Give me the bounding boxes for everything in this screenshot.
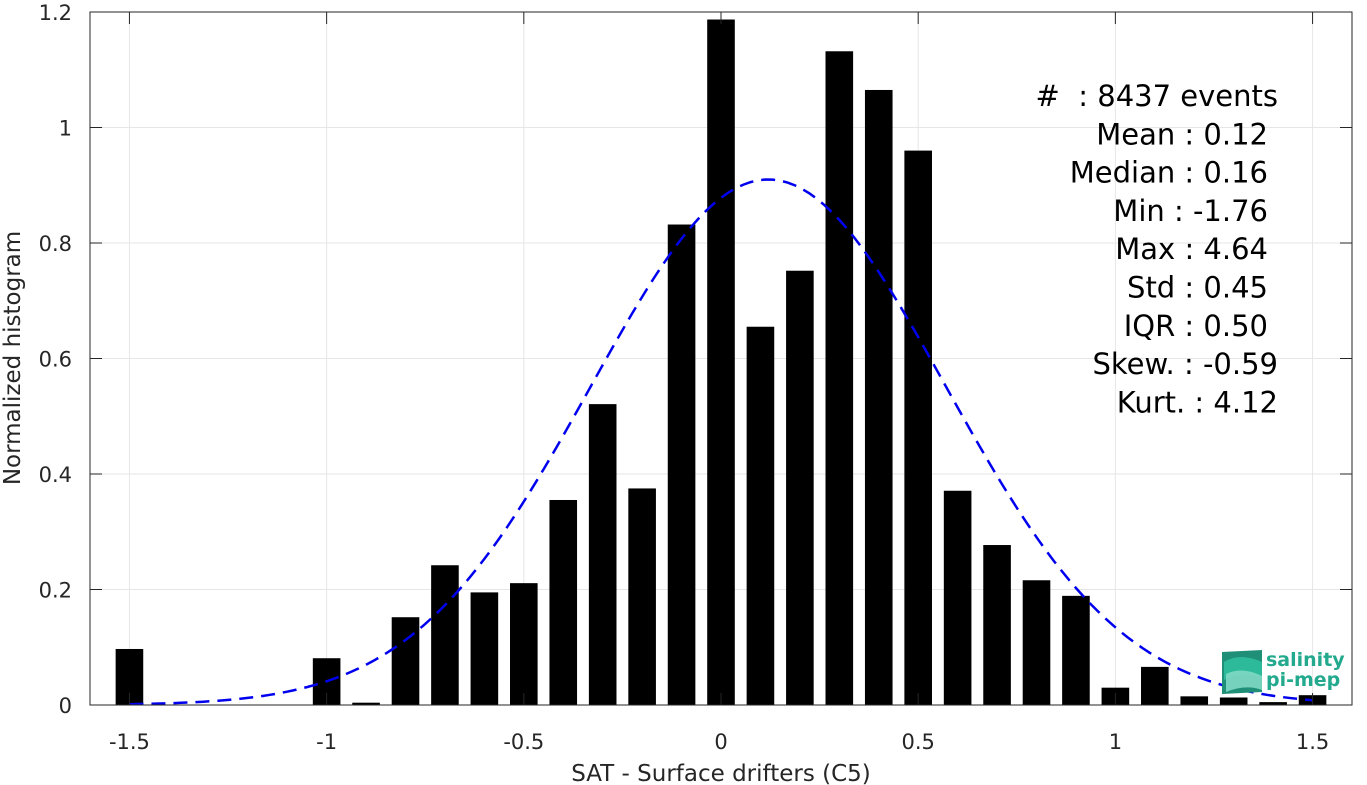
histogram-bar bbox=[1141, 666, 1169, 705]
x-tick-label: -0.5 bbox=[503, 730, 544, 754]
y-tick-label: 0 bbox=[59, 694, 72, 718]
wave-logo-icon bbox=[1222, 650, 1262, 694]
x-tick-label: -1 bbox=[316, 730, 337, 754]
stat-line: Std : 0.45 bbox=[1127, 271, 1268, 305]
x-axis-label: SAT - Surface drifters (C5) bbox=[571, 761, 871, 785]
histogram-bar bbox=[667, 224, 696, 705]
x-tick-labels: -1.5 -1 -0.5 0 0.5 1 1.5 bbox=[109, 730, 1329, 754]
x-tick-label: 1 bbox=[1109, 730, 1122, 754]
histogram-bar bbox=[352, 702, 380, 705]
histogram-bar bbox=[943, 490, 972, 705]
histogram-bar bbox=[1062, 595, 1090, 705]
logo-text-line2: pi-mep bbox=[1266, 669, 1340, 691]
histogram-bar bbox=[1180, 696, 1209, 705]
stat-line: # : 8437 events bbox=[1036, 79, 1278, 113]
y-tick-label: 0.8 bbox=[39, 232, 72, 256]
histogram-bar bbox=[707, 19, 735, 705]
y-axis-label: Normalized histogram bbox=[0, 231, 26, 485]
histogram-bar bbox=[825, 51, 854, 705]
stat-line: Kurt. : 4.12 bbox=[1117, 385, 1278, 419]
y-tick-label: 0.4 bbox=[39, 463, 72, 487]
histogram-bar bbox=[1022, 580, 1051, 705]
x-tick-label: -1.5 bbox=[109, 730, 150, 754]
x-tick-label: 0 bbox=[714, 730, 727, 754]
histogram-bar bbox=[628, 488, 656, 705]
normal-fit-curve bbox=[129, 178, 1313, 706]
histogram-bar bbox=[549, 499, 578, 705]
y-tick-label: 1 bbox=[59, 117, 72, 141]
x-tick-label: 0.5 bbox=[901, 730, 934, 754]
y-tick-label: 1.2 bbox=[39, 1, 72, 25]
stat-line: IQR : 0.50 bbox=[1124, 309, 1268, 343]
histogram-bar bbox=[983, 545, 1011, 705]
stat-line: Skew. : -0.59 bbox=[1092, 347, 1278, 381]
histogram-bar bbox=[746, 326, 775, 705]
histogram-bar bbox=[864, 89, 893, 705]
histogram-bar bbox=[431, 565, 459, 705]
histogram-bar bbox=[588, 404, 617, 705]
histogram-bar bbox=[1219, 697, 1248, 705]
axes-box bbox=[89, 11, 1353, 706]
y-tick-label: 0.2 bbox=[39, 579, 72, 603]
histogram-bar bbox=[1259, 702, 1287, 705]
stat-line: Min : -1.76 bbox=[1113, 194, 1268, 228]
salinity-pi-mep-logo: salinity pi-mep bbox=[1222, 649, 1345, 694]
histogram-bar bbox=[510, 583, 538, 705]
histogram-bar bbox=[470, 592, 499, 705]
stat-line: Max : 4.64 bbox=[1115, 232, 1268, 266]
y-tick-labels: 0 0.2 0.4 0.6 0.8 1 1.2 bbox=[39, 1, 72, 718]
stats-annotation: # : 8437 events Mean : 0.12 Median : 0.16 M… bbox=[1036, 79, 1278, 419]
histogram-bar bbox=[391, 617, 420, 705]
y-tick-label: 0.6 bbox=[39, 348, 72, 372]
histogram-bar bbox=[904, 150, 932, 706]
logo-text-line1: salinity bbox=[1266, 649, 1345, 671]
stat-line: Median : 0.16 bbox=[1070, 156, 1268, 190]
stat-line: Mean : 0.12 bbox=[1096, 117, 1268, 151]
x-tick-label: 1.5 bbox=[1296, 730, 1329, 754]
histogram-bar bbox=[786, 270, 814, 705]
